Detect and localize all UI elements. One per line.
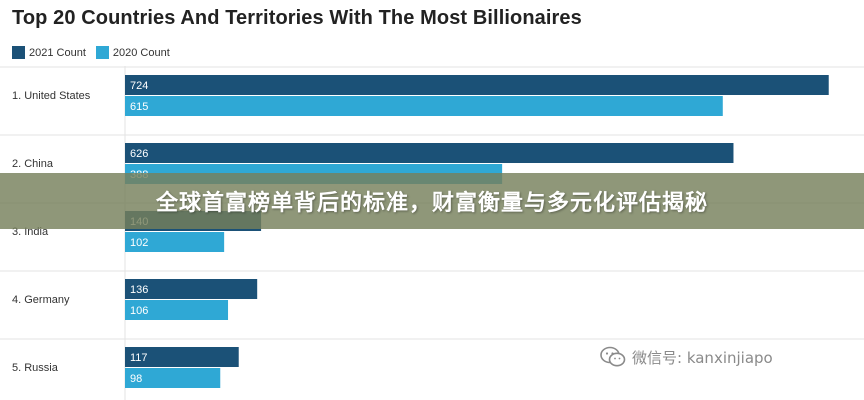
legend-item-2021: 2021 Count	[12, 46, 86, 59]
data-label: 136	[130, 284, 148, 296]
watermark: 微信号: kanxinjiapo	[600, 346, 773, 368]
headline-banner: 全球首富榜单背后的标准，财富衡量与多元化评估揭秘	[0, 173, 864, 229]
legend-label-2020: 2020 Count	[112, 46, 170, 59]
legend-swatch-2020	[95, 46, 109, 59]
category-label: 4. Germany	[12, 294, 70, 306]
data-label: 102	[130, 237, 148, 249]
bar-2020-5	[125, 368, 221, 388]
chart-legend: 2021 Count 2020 Count	[12, 46, 170, 59]
bar-2021-2	[125, 143, 734, 163]
wechat-icon	[600, 346, 626, 367]
legend-item-2020: 2020 Count	[95, 46, 170, 59]
data-label: 626	[130, 148, 148, 160]
headline-text: 全球首富榜单背后的标准，财富衡量与多元化评估揭秘	[155, 191, 708, 216]
chart-title: Top 20 Countries And Territories With Th…	[12, 7, 582, 29]
bar-2020-1	[125, 96, 723, 116]
data-label: 615	[130, 101, 148, 113]
bar-2020-3	[125, 232, 225, 252]
legend-label-2021: 2021 Count	[29, 46, 86, 59]
data-label: 724	[130, 80, 148, 92]
bar-2021-1	[125, 75, 829, 95]
data-label: 117	[130, 352, 148, 364]
bar-2021-5	[125, 347, 239, 367]
data-label: 98	[130, 373, 142, 385]
watermark-text: 微信号: kanxinjiapo	[632, 348, 773, 367]
category-label: 5. Russia	[12, 362, 59, 374]
bar-2020-4	[125, 300, 229, 320]
legend-swatch-2021	[12, 46, 25, 59]
data-label: 106	[130, 305, 148, 317]
category-label: 3. India	[12, 226, 49, 238]
bar-2021-4	[125, 279, 258, 299]
category-label: 2. China	[12, 158, 54, 170]
category-label: 1. United States	[12, 90, 91, 102]
